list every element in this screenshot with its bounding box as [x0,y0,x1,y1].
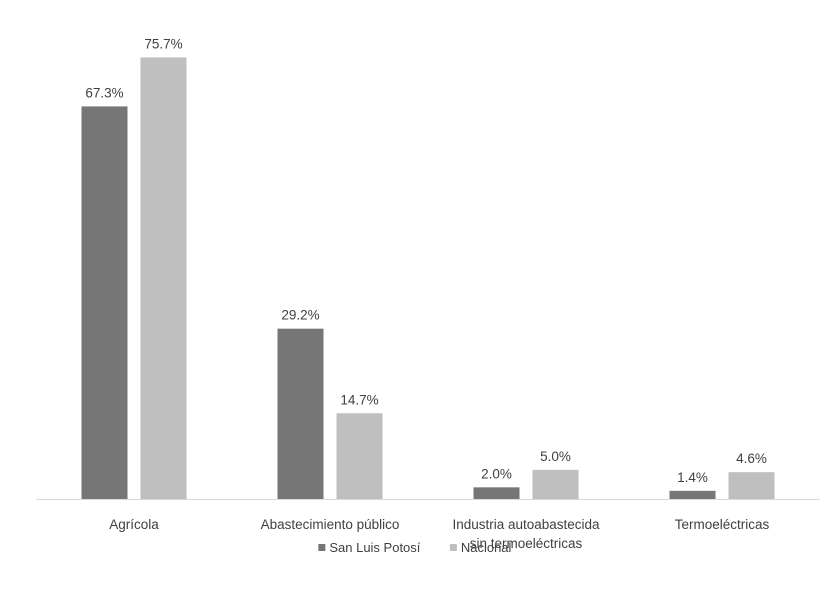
data-label: 75.7% [144,36,182,51]
x-tick-label: Industria autoabastecida [452,517,600,532]
legend-swatch [318,544,326,551]
bar-nacional [140,57,187,500]
legend-swatch [449,544,457,551]
legend-label: Nacional [461,540,512,555]
x-tick-label: Termoeléctricas [675,517,770,532]
bar-san-luis-potosi [473,487,520,499]
plot-area: 67.3% 75.7% 29.2% 14.7% 2.0% 5.0% 1.4% 4.6% [81,36,775,500]
data-label: 2.0% [481,466,512,481]
legend: San Luis Potosí Nacional [318,540,512,555]
bar-san-luis-potosi [669,490,716,499]
bar-san-luis-potosi [81,106,128,500]
data-label: 4.6% [736,451,767,466]
bar-san-luis-potosi [277,328,324,499]
data-label: 29.2% [281,308,319,323]
data-label: 14.7% [340,392,378,407]
data-label: 67.3% [85,85,123,100]
data-label: 1.4% [677,470,708,485]
x-tick-label: Abastecimiento público [261,517,400,532]
bar-nacional [728,472,775,499]
x-axis-labels: Agrícola Abastecimiento público Industria … [109,517,769,551]
bar-nacional [336,413,383,499]
data-label: 5.0% [540,449,571,464]
bar-nacional [532,469,579,499]
legend-label: San Luis Potosí [329,540,420,555]
x-tick-label: Agrícola [109,517,159,532]
x-tick-label: sin termoeléctricas [470,536,583,551]
